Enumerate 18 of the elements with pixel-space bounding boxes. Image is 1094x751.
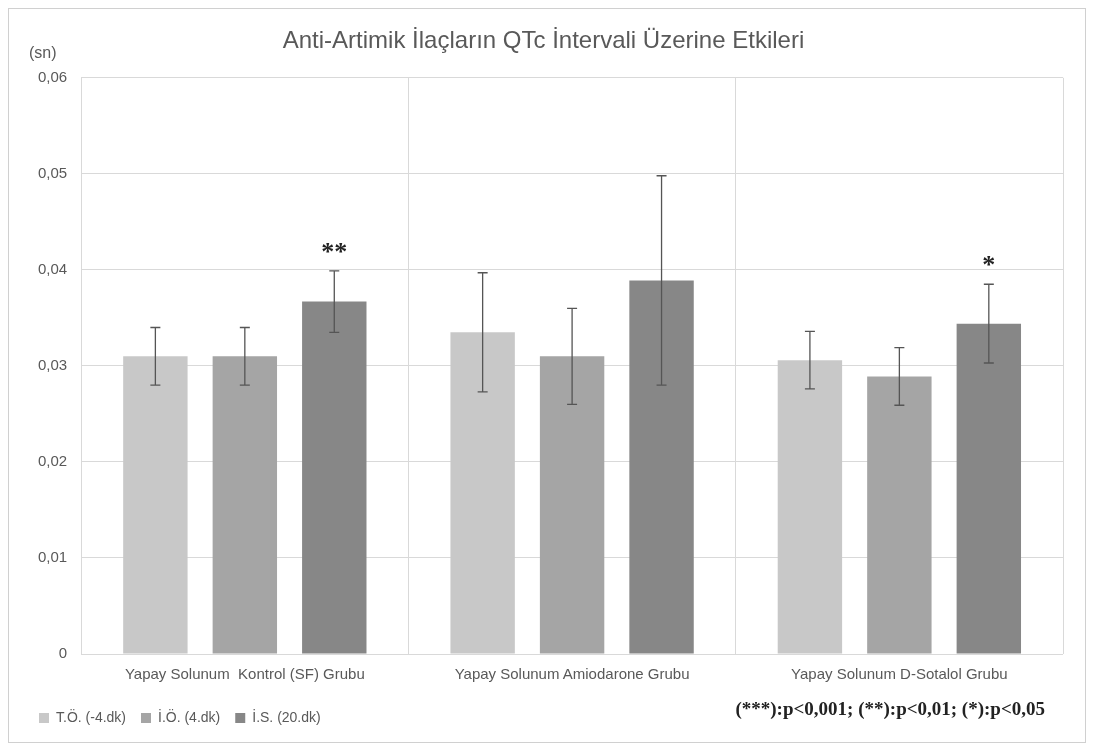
y-axis-title: (sn) [29, 44, 57, 62]
y-tick-label: 0,02 [37, 452, 68, 470]
legend-label: İ.S. (20.dk) [252, 707, 321, 725]
annotation: ** [321, 236, 348, 266]
y-tick-label: 0 [58, 644, 68, 662]
annotation: * [982, 249, 996, 279]
legend-label: İ.Ö. (4.dk) [158, 707, 221, 725]
chart-title: Anti-Artimik İlaçların QTc İntervali Üzerine Etkileri [282, 26, 805, 54]
y-tick-label: 0,05 [37, 163, 68, 181]
y-tick-label: 0,04 [37, 260, 68, 278]
x-tick-label: Yapay Solunum Kontrol (SF) Grubu [124, 665, 365, 683]
y-tick-label: 0,01 [37, 548, 68, 566]
y-tick-label: 0,03 [37, 356, 68, 374]
x-tick-label: Yapay Solunum D-Sotalol Grubu [791, 665, 1008, 683]
legend-label: T.Ö. (-4.dk) [56, 707, 127, 725]
x-tick-label: Yapay Solunum Amiodarone Grubu [454, 665, 690, 683]
text: (***):p<0,001; (**):p<0,01; (*):p<0,05 [735, 698, 1045, 720]
y-tick-label: 0,06 [37, 67, 68, 85]
